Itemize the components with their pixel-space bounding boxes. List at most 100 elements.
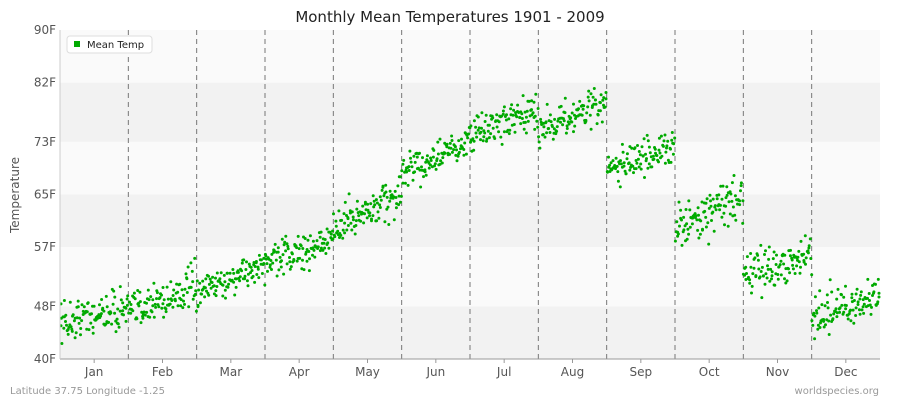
- data-point: [116, 307, 120, 311]
- data-point: [155, 291, 159, 295]
- data-point: [253, 280, 257, 284]
- data-point: [353, 232, 357, 236]
- data-point: [771, 257, 775, 261]
- data-point: [607, 155, 610, 159]
- data-point: [145, 301, 148, 305]
- data-point: [642, 137, 646, 141]
- data-point: [354, 219, 358, 223]
- data-point: [844, 284, 847, 288]
- data-point: [507, 132, 511, 136]
- data-point: [646, 166, 650, 170]
- data-point: [745, 272, 748, 275]
- data-point: [795, 264, 799, 268]
- data-point: [849, 308, 852, 312]
- data-point: [432, 148, 436, 152]
- data-point: [501, 109, 505, 113]
- data-point: [138, 290, 142, 294]
- data-point: [855, 287, 859, 291]
- data-point: [355, 199, 359, 203]
- data-point: [763, 253, 766, 256]
- data-point: [829, 313, 833, 317]
- data-point: [527, 99, 531, 103]
- data-point: [253, 265, 257, 268]
- data-point: [646, 139, 650, 143]
- data-point: [756, 253, 760, 257]
- data-point: [137, 304, 141, 308]
- data-point: [559, 104, 563, 108]
- x-tick-label: Dec: [834, 365, 857, 379]
- data-point: [168, 302, 172, 306]
- data-point: [502, 130, 506, 134]
- data-point: [738, 199, 742, 203]
- data-point: [198, 301, 202, 305]
- data-point: [772, 250, 776, 254]
- data-point: [563, 111, 567, 115]
- data-point: [191, 297, 195, 301]
- data-point: [357, 214, 361, 218]
- data-point: [305, 259, 309, 263]
- data-point: [776, 273, 780, 276]
- data-point: [637, 165, 641, 169]
- data-point: [743, 273, 747, 277]
- data-point: [273, 242, 277, 246]
- data-point: [802, 252, 806, 256]
- data-point: [250, 269, 254, 272]
- data-point: [487, 136, 491, 140]
- data-point: [750, 291, 753, 295]
- data-point: [378, 206, 382, 209]
- data-point: [824, 323, 827, 327]
- data-point: [90, 312, 93, 316]
- data-point: [401, 162, 405, 166]
- data-point: [580, 113, 584, 117]
- data-point: [152, 281, 156, 285]
- data-point: [533, 114, 537, 118]
- data-point: [181, 306, 185, 310]
- data-point: [171, 305, 175, 309]
- data-point: [636, 144, 639, 147]
- data-point: [714, 208, 718, 212]
- data-point: [346, 224, 350, 227]
- data-point: [124, 319, 128, 323]
- data-point: [334, 224, 338, 228]
- y-tick-label: 82F: [34, 76, 56, 90]
- data-point: [316, 245, 320, 249]
- footer-location: Latitude 37.75 Longitude -1.25: [10, 386, 165, 397]
- data-point: [472, 119, 476, 123]
- data-point: [640, 145, 644, 149]
- data-point: [196, 305, 200, 309]
- data-point: [538, 146, 542, 150]
- data-point: [699, 219, 703, 223]
- data-point: [80, 319, 84, 323]
- data-point: [502, 105, 506, 109]
- grid-band: [60, 30, 880, 83]
- data-point: [711, 197, 715, 201]
- data-point: [129, 311, 133, 315]
- data-point: [842, 295, 846, 299]
- data-point: [719, 203, 722, 207]
- data-point: [257, 253, 261, 257]
- data-point: [423, 170, 427, 174]
- data-point: [505, 113, 508, 117]
- data-point: [804, 262, 807, 266]
- data-point: [852, 321, 856, 325]
- data-point: [66, 332, 70, 336]
- data-point: [725, 193, 729, 197]
- data-point: [723, 223, 726, 227]
- data-point: [790, 258, 794, 262]
- data-point: [366, 202, 370, 206]
- data-point: [497, 120, 501, 124]
- data-point: [530, 108, 533, 112]
- data-point: [657, 160, 660, 164]
- data-point: [132, 291, 136, 295]
- data-point: [512, 108, 516, 112]
- data-point: [214, 289, 218, 293]
- data-point: [715, 197, 719, 201]
- data-point: [372, 199, 376, 203]
- data-point: [688, 208, 692, 212]
- data-point: [489, 132, 493, 136]
- data-point: [319, 246, 323, 250]
- data-point: [725, 185, 729, 189]
- data-point: [227, 282, 231, 286]
- x-tick-label: Feb: [152, 365, 173, 379]
- data-point: [182, 293, 185, 297]
